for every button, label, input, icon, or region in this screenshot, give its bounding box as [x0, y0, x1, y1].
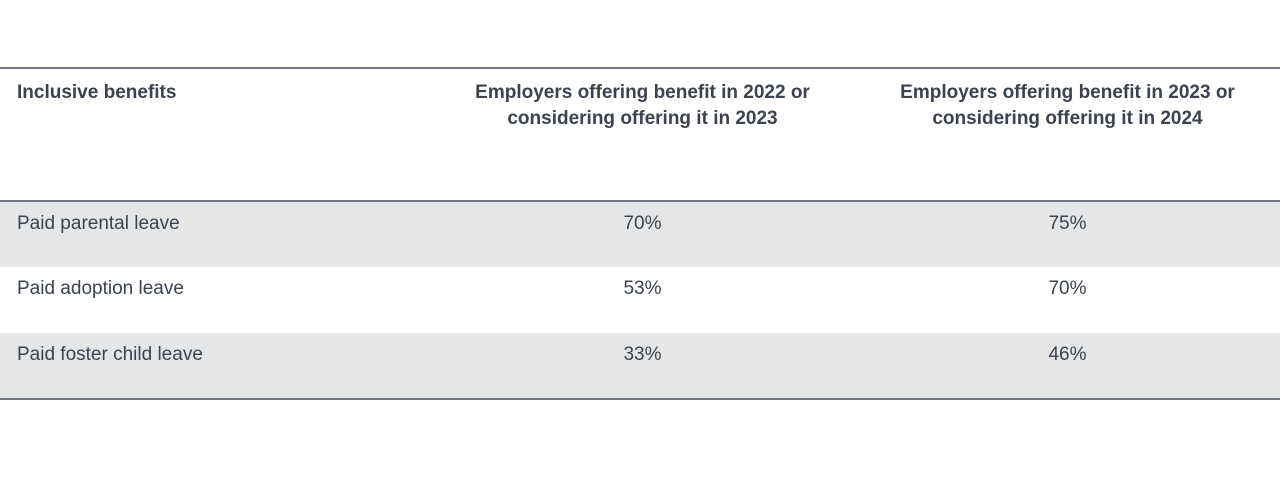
- table-header: Inclusive benefits Employers offering be…: [0, 68, 1280, 201]
- header-row: Inclusive benefits Employers offering be…: [0, 68, 1280, 201]
- column-header-benefit: Inclusive benefits: [17, 82, 177, 103]
- cell-2022-2023-value: 70%: [623, 213, 662, 234]
- cell-2023-2024-value: 75%: [1048, 213, 1087, 234]
- column-header-2023-2024: Employers offering benefit in 2023 or co…: [900, 82, 1235, 129]
- cell-2023-2024-value: 46%: [1048, 344, 1087, 365]
- cell-benefit: Paid adoption leave: [17, 278, 184, 299]
- table-row-paid-adoption-leave: Paid adoption leave 53% 70%: [0, 267, 1280, 333]
- column-header-2022-2023: Employers offering benefit in 2022 or co…: [475, 82, 810, 129]
- benefits-table: Inclusive benefits Employers offering be…: [0, 67, 1280, 400]
- cell-benefit: Paid foster child leave: [17, 344, 203, 365]
- table-body: Paid parental leave 70% 75% Paid adoptio…: [0, 201, 1280, 399]
- cell-2023-2024-value: 70%: [1048, 278, 1087, 299]
- table-row-paid-parental-leave: Paid parental leave 70% 75%: [0, 201, 1280, 267]
- cell-benefit: Paid parental leave: [17, 213, 180, 234]
- table-row-paid-foster-child-leave: Paid foster child leave 33% 46%: [0, 333, 1280, 399]
- cell-2022-2023-value: 53%: [623, 278, 662, 299]
- cell-2022-2023-value: 33%: [623, 344, 662, 365]
- benefits-table-container: Inclusive benefits Employers offering be…: [0, 67, 1280, 400]
